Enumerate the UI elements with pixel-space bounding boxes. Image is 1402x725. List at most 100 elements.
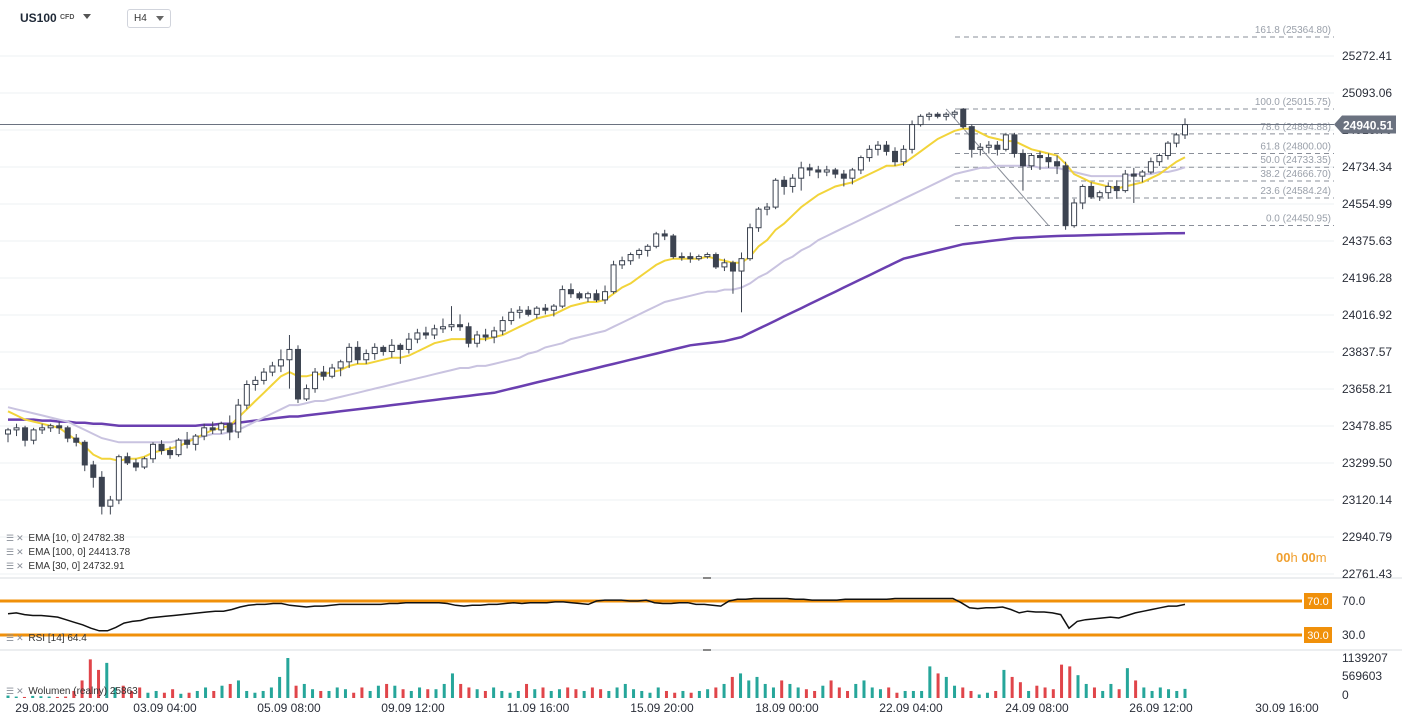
close-icon[interactable]: ✕ — [16, 561, 24, 571]
volume-bar — [47, 696, 51, 698]
close-icon[interactable]: ✕ — [16, 633, 24, 643]
candle-body — [781, 179, 788, 187]
volume-bar — [623, 683, 627, 698]
candle — [209, 421, 216, 435]
volume-bar — [681, 690, 685, 698]
candle-body — [107, 499, 114, 507]
volume-bar — [39, 696, 43, 698]
candle-body — [226, 423, 233, 433]
candle — [593, 289, 600, 302]
candle — [883, 141, 890, 156]
volume-bar — [253, 692, 257, 698]
candle — [64, 425, 71, 443]
drag-handle-icon[interactable]: ☰ — [6, 686, 15, 696]
candle — [712, 252, 719, 269]
timeframe-select[interactable]: H4 — [127, 9, 171, 28]
volume-axis-label: 569603 — [1342, 669, 1382, 683]
candle-body — [388, 344, 395, 352]
volume-bar — [632, 689, 636, 698]
candle-body — [1164, 142, 1171, 157]
volume-bar — [187, 692, 191, 698]
candle — [687, 252, 694, 263]
rsi-axis-label: 70.0 — [1342, 594, 1366, 608]
candle — [482, 328, 489, 342]
price-axis-label: 23478.85 — [1342, 419, 1392, 433]
close-icon[interactable]: ✕ — [16, 533, 24, 543]
legend-rsi[interactable]: ☰ ✕ RSI [14] 64.4 — [6, 633, 87, 644]
close-icon[interactable]: ✕ — [16, 686, 24, 696]
candle-body — [644, 245, 651, 251]
volume-bar — [755, 676, 759, 698]
candle-body — [414, 332, 421, 340]
candle-body — [491, 330, 498, 338]
candle-body — [917, 115, 924, 126]
legend-ema10[interactable]: ☰ ✕ EMA [10, 0] 24782.38 — [6, 533, 125, 544]
candle — [175, 438, 182, 457]
drag-handle-icon[interactable]: ☰ — [6, 561, 15, 571]
volume-bar — [1125, 668, 1129, 698]
drag-handle-icon[interactable]: ☰ — [6, 533, 15, 543]
time-axis-label: 05.09 08:00 — [257, 701, 321, 715]
drag-handle-icon[interactable]: ☰ — [6, 547, 15, 557]
volume-bar — [385, 683, 389, 698]
candle-body — [874, 144, 881, 150]
volume-bar — [1035, 685, 1039, 698]
candle — [721, 258, 728, 272]
volume-bar — [706, 689, 710, 698]
candle-body — [1088, 185, 1095, 198]
countdown-minutes-unit: m — [1315, 550, 1327, 565]
candle — [1139, 169, 1146, 183]
close-icon[interactable]: ✕ — [16, 547, 24, 557]
volume-bar — [409, 690, 413, 698]
candle-body — [755, 208, 762, 229]
volume-bar — [179, 693, 183, 698]
price-axis-label: 24196.28 — [1342, 271, 1392, 285]
instrument-type: CFD — [60, 14, 75, 21]
candle — [781, 176, 788, 195]
candle-body — [482, 334, 489, 338]
volume-bar — [195, 690, 199, 698]
volume-bar — [911, 690, 915, 698]
candle-body — [729, 262, 736, 272]
candle — [192, 434, 199, 451]
candle — [235, 398, 242, 439]
candle-body — [619, 260, 626, 266]
candle — [405, 332, 412, 354]
candle — [1122, 169, 1129, 193]
fib-level-label: 23.6 (24584.24) — [1260, 186, 1331, 197]
candle — [985, 141, 992, 154]
legend-ema30[interactable]: ☰ ✕ EMA [30, 0] 24732.91 — [6, 561, 125, 572]
candle-body — [789, 177, 796, 187]
candle — [636, 248, 643, 259]
volume-bar — [459, 683, 463, 698]
volume-bar — [72, 690, 76, 698]
volume-bar — [500, 690, 504, 698]
candle-body — [124, 456, 131, 464]
candle — [1147, 157, 1154, 175]
countdown-hours: 00 — [1276, 550, 1291, 565]
volume-bar — [154, 690, 158, 698]
candle-body — [695, 256, 702, 260]
drag-handle-icon[interactable]: ☰ — [6, 633, 15, 643]
candle-body — [951, 111, 958, 115]
candle-body — [149, 443, 156, 460]
symbol-name[interactable]: US100 — [20, 11, 57, 25]
legend-volume[interactable]: ☰ ✕ Wolumen (realny) 25863 — [6, 686, 138, 697]
candle — [670, 233, 677, 259]
candle — [277, 349, 284, 373]
volume-bar — [1084, 683, 1088, 698]
legend-ema100[interactable]: ☰ ✕ EMA [100, 0] 24413.78 — [6, 547, 130, 558]
candle-body — [132, 462, 139, 468]
candle-body — [320, 371, 327, 377]
candle — [149, 442, 156, 463]
symbol-dropdown-icon[interactable] — [83, 14, 91, 19]
volume-bar — [944, 676, 948, 698]
candle-body — [610, 264, 617, 293]
candle-body — [371, 346, 378, 355]
volume-bar — [664, 690, 668, 698]
volume-bar — [533, 689, 537, 698]
candle — [167, 446, 174, 459]
candle — [457, 314, 464, 331]
candle-body — [439, 326, 446, 330]
